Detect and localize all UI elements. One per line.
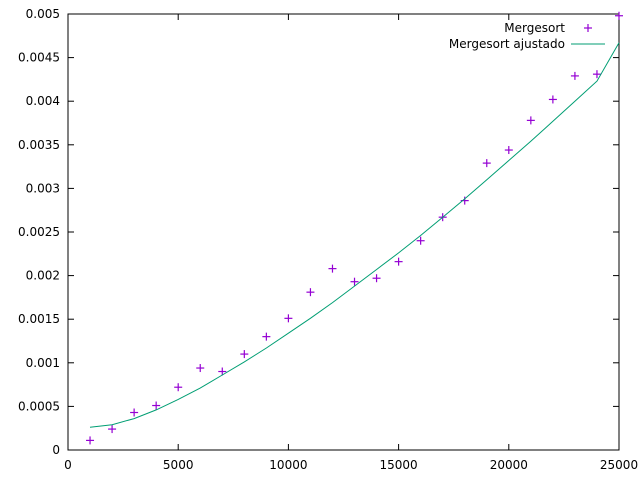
data-point bbox=[526, 116, 535, 125]
data-point bbox=[592, 70, 601, 79]
y-tick-label: 0.001 bbox=[26, 356, 60, 370]
plot-area bbox=[86, 11, 623, 445]
data-point bbox=[615, 11, 623, 20]
data-point bbox=[328, 264, 337, 273]
data-point bbox=[416, 236, 425, 245]
data-point bbox=[86, 436, 95, 445]
data-point bbox=[130, 408, 139, 417]
y-tick-label: 0.0005 bbox=[18, 399, 60, 413]
data-point bbox=[108, 425, 117, 434]
legend-marker-sample bbox=[584, 24, 592, 32]
data-point bbox=[372, 274, 381, 283]
data-point bbox=[262, 332, 271, 341]
x-tick-label: 0 bbox=[64, 458, 72, 472]
axes: 0 5000 10000 15000 20000 25000 0 0.0005 0.001 0.0… bbox=[18, 7, 638, 472]
data-point bbox=[306, 288, 315, 297]
data-point bbox=[152, 401, 161, 410]
data-point bbox=[504, 146, 513, 155]
y-tick-label: 0.0025 bbox=[18, 225, 60, 239]
legend: Mergesort Mergesort ajustado bbox=[449, 21, 605, 51]
data-point bbox=[174, 383, 183, 392]
data-point bbox=[548, 95, 557, 104]
data-point bbox=[394, 257, 403, 266]
legend-label: Mergesort bbox=[504, 21, 565, 35]
series-line-fit bbox=[89, 42, 620, 428]
x-tick-label: 25000 bbox=[600, 458, 638, 472]
x-tick-label: 20000 bbox=[490, 458, 528, 472]
data-point bbox=[196, 364, 205, 373]
y-tick-label: 0.003 bbox=[26, 181, 60, 195]
y-tick-label: 0.005 bbox=[26, 7, 60, 21]
y-tick-label: 0.0045 bbox=[18, 51, 60, 65]
y-tick-label: 0.002 bbox=[26, 269, 60, 283]
data-point bbox=[284, 314, 293, 323]
data-point bbox=[240, 350, 249, 359]
x-tick-label: 10000 bbox=[269, 458, 307, 472]
y-tick-label: 0.0015 bbox=[18, 312, 60, 326]
legend-label: Mergesort ajustado bbox=[449, 37, 565, 51]
x-tick-label: 5000 bbox=[163, 458, 194, 472]
data-point bbox=[350, 277, 359, 286]
y-tick-label: 0 bbox=[52, 443, 60, 457]
data-point bbox=[218, 367, 227, 376]
x-tick-label: 15000 bbox=[380, 458, 418, 472]
data-point bbox=[570, 71, 579, 80]
y-tick-label: 0.0035 bbox=[18, 138, 60, 152]
y-tick-label: 0.004 bbox=[26, 94, 60, 108]
data-point bbox=[482, 159, 491, 168]
